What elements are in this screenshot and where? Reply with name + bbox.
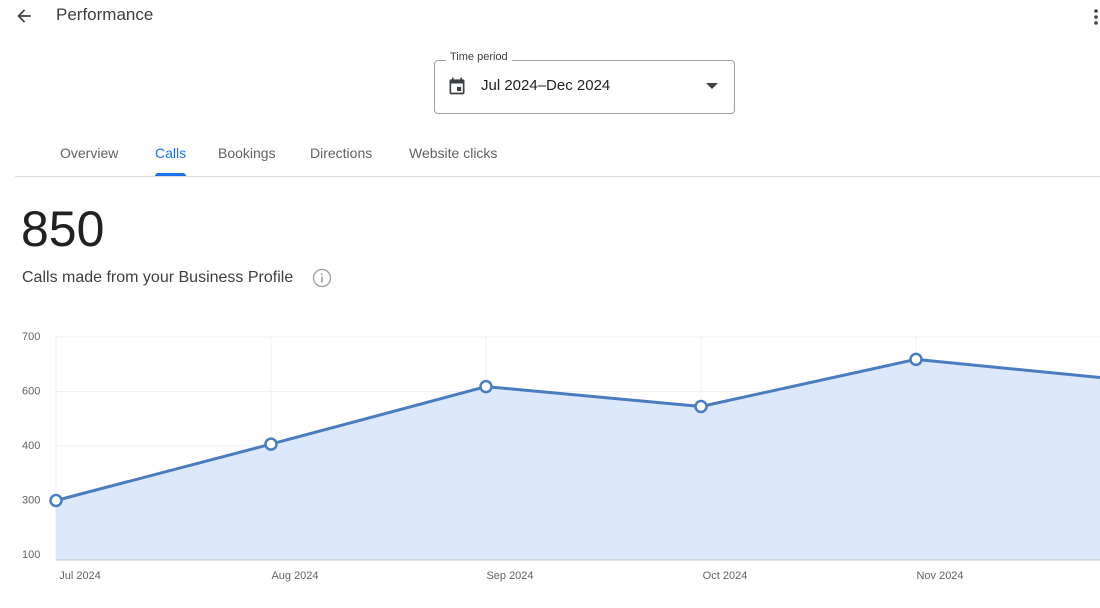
time-period-label: Time period (446, 51, 512, 63)
point (694, 399, 708, 414)
x-tick-label: Aug 2024 (271, 570, 318, 582)
x-tick-label: Jul 2024 (59, 570, 101, 582)
y-tick-label: 100 (22, 549, 40, 561)
area-fill (56, 359, 1100, 560)
point (479, 379, 493, 394)
tab[interactable]: Website clicks (409, 145, 498, 161)
page-title: Performance (56, 5, 154, 24)
x-tick-label: Nov 2024 (916, 570, 963, 582)
tab[interactable]: Directions (310, 145, 373, 161)
metric-description: Calls made from your Business Profile (22, 269, 294, 286)
point (49, 493, 63, 508)
tab[interactable]: Overview (60, 145, 119, 161)
tab[interactable]: Calls (155, 145, 187, 161)
info-icon[interactable] (312, 268, 332, 288)
tab[interactable]: Bookings (218, 145, 276, 161)
divider (15, 176, 1100, 177)
calendar-icon (449, 77, 465, 95)
total-value: 850 (21, 201, 105, 257)
time-period-select[interactable] (434, 60, 735, 114)
point (909, 352, 923, 367)
y-tick-label: 700 (22, 331, 40, 343)
dropdown-arrow (706, 83, 718, 89)
active-tab-indicator (155, 173, 186, 176)
line (55, 357, 1100, 502)
x-tick-label: Oct 2024 (703, 570, 748, 582)
point (264, 437, 278, 451)
y-tick-label: 600 (22, 385, 40, 397)
time-period-value: Jul 2024–Dec 2024 (481, 77, 611, 94)
y-tick-label: 400 (22, 440, 40, 452)
back-button[interactable] (14, 6, 34, 26)
x-tick-label: Sep 2024 (486, 570, 533, 582)
y-tick-label: 300 (22, 494, 40, 506)
more-menu[interactable] (1092, 8, 1100, 26)
